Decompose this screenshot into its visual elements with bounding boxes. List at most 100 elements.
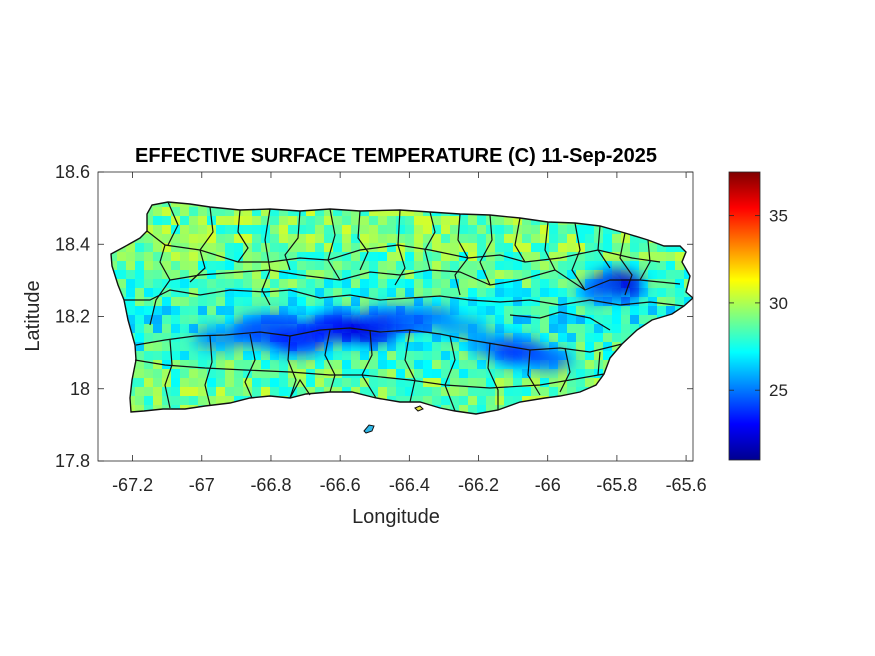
temperature-cell: [225, 288, 235, 298]
temperature-cell: [513, 297, 523, 307]
temperature-cell: [243, 225, 253, 235]
temperature-cell: [621, 333, 631, 343]
temperature-cell: [315, 216, 325, 226]
temperature-cell: [405, 387, 415, 397]
temperature-cell: [297, 387, 307, 397]
temperature-cell: [639, 297, 649, 307]
temperature-cell: [171, 270, 181, 280]
municipality-border: [509, 311, 611, 331]
temperature-cell: [504, 261, 514, 271]
temperature-cell: [270, 243, 280, 253]
temperature-cell: [315, 279, 325, 289]
temperature-cell: [225, 297, 235, 307]
temperature-cell: [558, 279, 568, 289]
temperature-cell: [144, 324, 154, 334]
temperature-cell: [531, 288, 541, 298]
temperature-cell: [594, 342, 604, 352]
temperature-cell: [495, 288, 505, 298]
temperature-cell: [189, 234, 199, 244]
temperature-cell: [405, 333, 415, 343]
temperature-cell: [153, 216, 163, 226]
temperature-cell: [135, 297, 145, 307]
temperature-cell: [486, 243, 496, 253]
temperature-cell: [441, 342, 451, 352]
temperature-cell: [603, 252, 613, 262]
temperature-cell: [243, 342, 253, 352]
temperature-cell: [666, 243, 676, 253]
temperature-cell: [657, 288, 667, 298]
temperature-cell: [657, 243, 667, 253]
temperature-cell: [315, 387, 325, 397]
temperature-cell: [504, 360, 514, 370]
temperature-cell: [171, 342, 181, 352]
temperature-cell: [234, 351, 244, 361]
temperature-cell: [243, 252, 253, 262]
temperature-cell: [576, 225, 586, 235]
temperature-cell: [648, 306, 658, 316]
temperature-cell: [522, 378, 532, 388]
temperature-cell: [531, 378, 541, 388]
temperature-cell: [189, 216, 199, 226]
temperature-cell: [378, 387, 388, 397]
temperature-cell: [486, 270, 496, 280]
temperature-cell: [693, 351, 703, 361]
temperature-cell: [378, 369, 388, 379]
temperature-cell: [234, 387, 244, 397]
temperature-cell: [612, 261, 622, 271]
temperature-cell: [522, 216, 532, 226]
temperature-cell: [585, 234, 595, 244]
temperature-cell: [468, 360, 478, 370]
municipality-borders: [124, 201, 685, 412]
temperature-cell: [531, 225, 541, 235]
temperature-cell: [414, 351, 424, 361]
temperature-cell: [414, 270, 424, 280]
temperature-cell: [189, 324, 199, 334]
temperature-cell: [153, 288, 163, 298]
temperature-cell: [531, 279, 541, 289]
temperature-cell: [504, 234, 514, 244]
municipality-border: [146, 230, 171, 326]
temperature-cell: [216, 288, 226, 298]
temperature-cell: [540, 369, 550, 379]
temperature-cell: [441, 216, 451, 226]
temperature-cell: [378, 261, 388, 271]
temperature-cell: [468, 234, 478, 244]
temperature-cell: [171, 297, 181, 307]
temperature-cell: [243, 360, 253, 370]
temperature-cell: [135, 396, 145, 406]
temperature-cell: [288, 270, 298, 280]
temperature-cell: [144, 387, 154, 397]
caja-de-muertos-island: [363, 424, 375, 434]
temperature-cell: [135, 288, 145, 298]
temperature-cell: [333, 288, 343, 298]
temperature-cell: [450, 225, 460, 235]
temperature-cell: [162, 202, 172, 208]
temperature-cell: [288, 234, 298, 244]
temperature-cell: [360, 297, 370, 307]
temperature-cell: [477, 216, 487, 226]
temperature-cell: [288, 387, 298, 397]
x-tick-label: -65.8: [596, 475, 637, 495]
temperature-cell: [144, 216, 154, 226]
temperature-cell: [513, 369, 523, 379]
municipality-border: [544, 221, 556, 271]
temperature-cell: [360, 342, 370, 352]
temperature-cell: [369, 360, 379, 370]
temperature-cell: [225, 315, 235, 325]
temperature-cell: [234, 369, 244, 379]
temperature-cell: [234, 243, 244, 253]
temperature-cell: [306, 279, 316, 289]
temperature-cell: [270, 378, 280, 388]
temperature-cell: [162, 207, 172, 217]
temperature-cell: [306, 252, 316, 262]
temperature-cell: [180, 324, 190, 334]
temperature-cell: [522, 261, 532, 271]
temperature-cell: [207, 234, 217, 244]
temperature-cell: [297, 252, 307, 262]
temperature-cell: [693, 360, 703, 370]
temperature-cell: [234, 234, 244, 244]
temperature-cell: [531, 333, 541, 343]
temperature-cell: [531, 297, 541, 307]
temperature-cell: [441, 225, 451, 235]
temperature-cell: [639, 252, 649, 262]
